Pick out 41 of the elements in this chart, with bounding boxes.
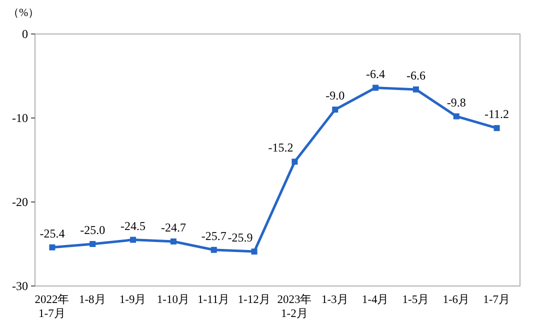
point xyxy=(494,125,500,132)
point xyxy=(210,246,217,253)
data-label: -25.4 xyxy=(40,226,65,240)
point xyxy=(372,84,379,91)
data-label: -25.0 xyxy=(80,223,106,237)
x-tick-label: 2022年 1-7月 xyxy=(34,293,70,320)
x-tick-label: 2023年 1-2月 xyxy=(277,293,312,320)
point xyxy=(49,244,56,250)
data-label: -24.7 xyxy=(160,220,186,234)
data-label: -6.4 xyxy=(366,66,386,81)
y-tick-label: 0 xyxy=(22,27,28,41)
data-label: -6.6 xyxy=(406,68,426,82)
data-label: -11.2 xyxy=(484,107,510,122)
x-tick-label: 1-9月 xyxy=(119,293,147,306)
point xyxy=(90,241,96,247)
x-tick-label: 1-4月 xyxy=(362,293,390,306)
point xyxy=(251,248,258,255)
x-tick-label: 1-12月 xyxy=(238,293,271,306)
data-label: -9.8 xyxy=(446,95,466,110)
y-axis-title: （%） xyxy=(8,7,40,19)
x-tick-label: 1-10月 xyxy=(156,293,190,306)
x-tick-label: 1-3月 xyxy=(321,293,349,306)
x-tick-label: 1-6月 xyxy=(442,293,470,306)
x-tick-label: 1-5月 xyxy=(402,293,430,306)
point xyxy=(412,86,419,92)
data-label: -25.7 xyxy=(201,228,226,243)
data-label: -25.9 xyxy=(228,230,253,245)
y-tick-label: -30 xyxy=(12,279,28,293)
point xyxy=(170,238,176,244)
x-tick-label: 1-11月 xyxy=(198,293,230,306)
point xyxy=(332,106,338,113)
x-tick-label: 1-8月 xyxy=(78,293,106,306)
data-label: -15.2 xyxy=(268,140,294,155)
data-label: -9.0 xyxy=(326,88,345,103)
point xyxy=(292,158,298,165)
x-tick-label: 1-7月 xyxy=(483,293,510,306)
y-tick-label: -20 xyxy=(12,195,28,209)
point xyxy=(453,113,460,120)
data-label: -24.5 xyxy=(120,218,146,233)
y-tick-label: -10 xyxy=(12,111,28,125)
point xyxy=(130,236,136,243)
